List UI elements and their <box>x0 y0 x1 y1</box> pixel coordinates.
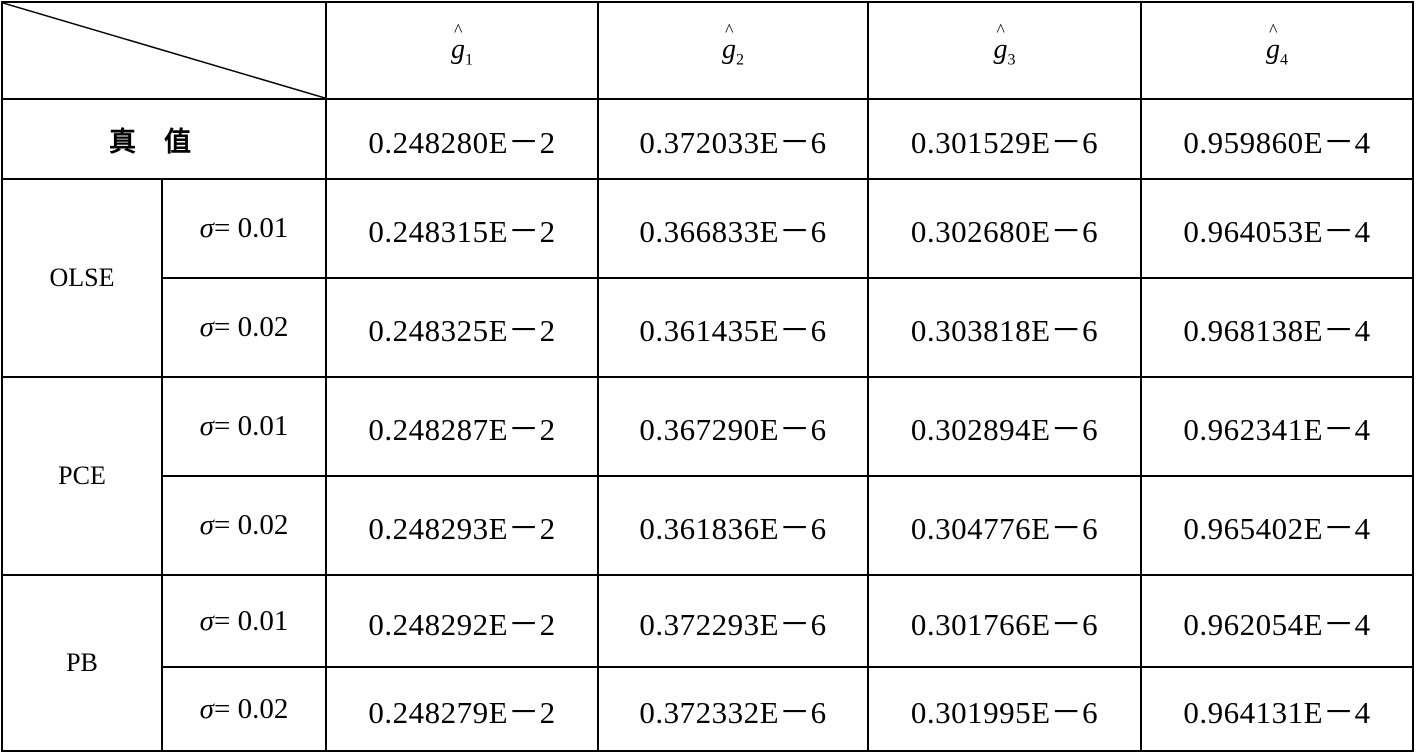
table-cell: 0.301995E－6 <box>867 666 1142 752</box>
sigma-symbol: σ <box>199 212 214 244</box>
table-cell: 0.964053E－4 <box>1140 178 1414 279</box>
table-cell: 0.302894E－6 <box>867 376 1142 477</box>
sigma-value: = 0.01 <box>213 604 289 637</box>
sigma-value: = 0.01 <box>213 212 289 244</box>
table-row: PB σ= 0.01 0.248292E－2 0.372293E－6 0.301… <box>1 574 1414 752</box>
sigma-label: σ= 0.02 <box>161 666 327 752</box>
sigma-value: = 0.02 <box>213 692 289 725</box>
sigma-symbol: σ <box>199 410 214 442</box>
table-cell: 0.372332E－6 <box>597 666 869 752</box>
table-cell: 0.248292E－2 <box>325 574 599 668</box>
table-cell: 0.361435E－6 <box>597 277 869 378</box>
table-cell: 0.248287E－2 <box>325 376 599 477</box>
column-subscript: 3 <box>1007 51 1016 69</box>
table-cell: 0.248279E－2 <box>325 666 599 752</box>
column-symbol: g <box>722 33 736 65</box>
table-cell: 0.964131E－4 <box>1140 666 1414 752</box>
sigma-value: = 0.01 <box>213 410 289 442</box>
column-subscript: 1 <box>465 51 473 69</box>
table-cell: 0.248315E－2 <box>325 178 599 279</box>
sigma-value: = 0.02 <box>213 311 289 343</box>
table-cell: 0.301529E－6 <box>867 98 1142 180</box>
table-cell: 0.959860E－4 <box>1140 98 1414 180</box>
sigma-label: σ= 0.01 <box>161 178 327 279</box>
sigma-symbol: σ <box>199 692 214 725</box>
true-value-row: 真值 0.248280E－2 0.372033E－6 0.301529E－6 0… <box>1 98 1414 180</box>
table-cell: 0.301766E－6 <box>867 574 1142 668</box>
true-value-label: 真值 <box>1 98 327 180</box>
table-cell: 0.248325E－2 <box>325 277 599 378</box>
table-cell: 0.372033E－6 <box>597 98 869 180</box>
table-cell: 0.372293E－6 <box>597 574 869 668</box>
column-symbol: g <box>451 33 465 65</box>
sigma-label: σ= 0.01 <box>161 574 327 668</box>
table-cell: 0.962054E－4 <box>1140 574 1414 668</box>
table-row: σ= 0.02 0.248325E－2 0.361435E－6 0.303818… <box>2 277 1414 378</box>
table-cell: 0.304776E－6 <box>867 475 1142 576</box>
table-cell: 0.366833E－6 <box>597 178 869 279</box>
table-cell: 0.302680E－6 <box>867 178 1142 279</box>
column-symbol: g <box>993 33 1008 65</box>
table-cell: 0.968138E－4 <box>1140 277 1414 378</box>
table-cell: 0.248293E－2 <box>325 475 599 576</box>
sigma-symbol: σ <box>199 509 214 541</box>
column-header-g3: g3 <box>867 1 1142 100</box>
table-cell: 0.361836E－6 <box>597 475 869 576</box>
table-row: σ= 0.02 0.248279E－2 0.372332E－6 0.301995… <box>2 666 1414 752</box>
method-label-olse: OLSE <box>1 178 163 378</box>
method-label-pb: PB <box>1 574 163 752</box>
diagonal-corner-cell <box>1 1 327 100</box>
column-header-g4: g4 <box>1140 1 1414 100</box>
sigma-symbol: σ <box>199 311 214 343</box>
table-row: OLSE σ= 0.01 0.248315E－2 0.366833E－6 0.3… <box>1 178 1414 378</box>
sigma-label: σ= 0.02 <box>161 277 327 378</box>
method-label-pce: PCE <box>1 376 163 576</box>
table-row: σ= 0.02 0.248293E－2 0.361836E－6 0.304776… <box>2 475 1414 576</box>
true-value-text: 真值 <box>109 126 219 158</box>
column-subscript: 4 <box>1280 51 1288 69</box>
table-cell: 0.962341E－4 <box>1140 376 1414 477</box>
column-symbol: g <box>1266 33 1280 65</box>
sigma-label: σ= 0.01 <box>161 376 327 477</box>
header-row: g1 g2 g3 g4 <box>1 1 1414 100</box>
column-header-g2: g2 <box>597 1 869 100</box>
table-cell: 0.965402E－4 <box>1140 475 1414 576</box>
table-cell: 0.367290E－6 <box>597 376 869 477</box>
column-subscript: 2 <box>736 51 744 69</box>
table-row: PCE σ= 0.01 0.248287E－2 0.367290E－6 0.30… <box>1 376 1414 576</box>
sigma-symbol: σ <box>199 604 214 637</box>
sigma-value: = 0.02 <box>213 509 289 541</box>
column-header-g1: g1 <box>325 1 599 100</box>
table-cell: 0.303818E－6 <box>867 277 1142 378</box>
sigma-label: σ= 0.02 <box>161 475 327 576</box>
table-cell: 0.248280E－2 <box>325 98 599 180</box>
diagonal-line <box>3 3 325 98</box>
